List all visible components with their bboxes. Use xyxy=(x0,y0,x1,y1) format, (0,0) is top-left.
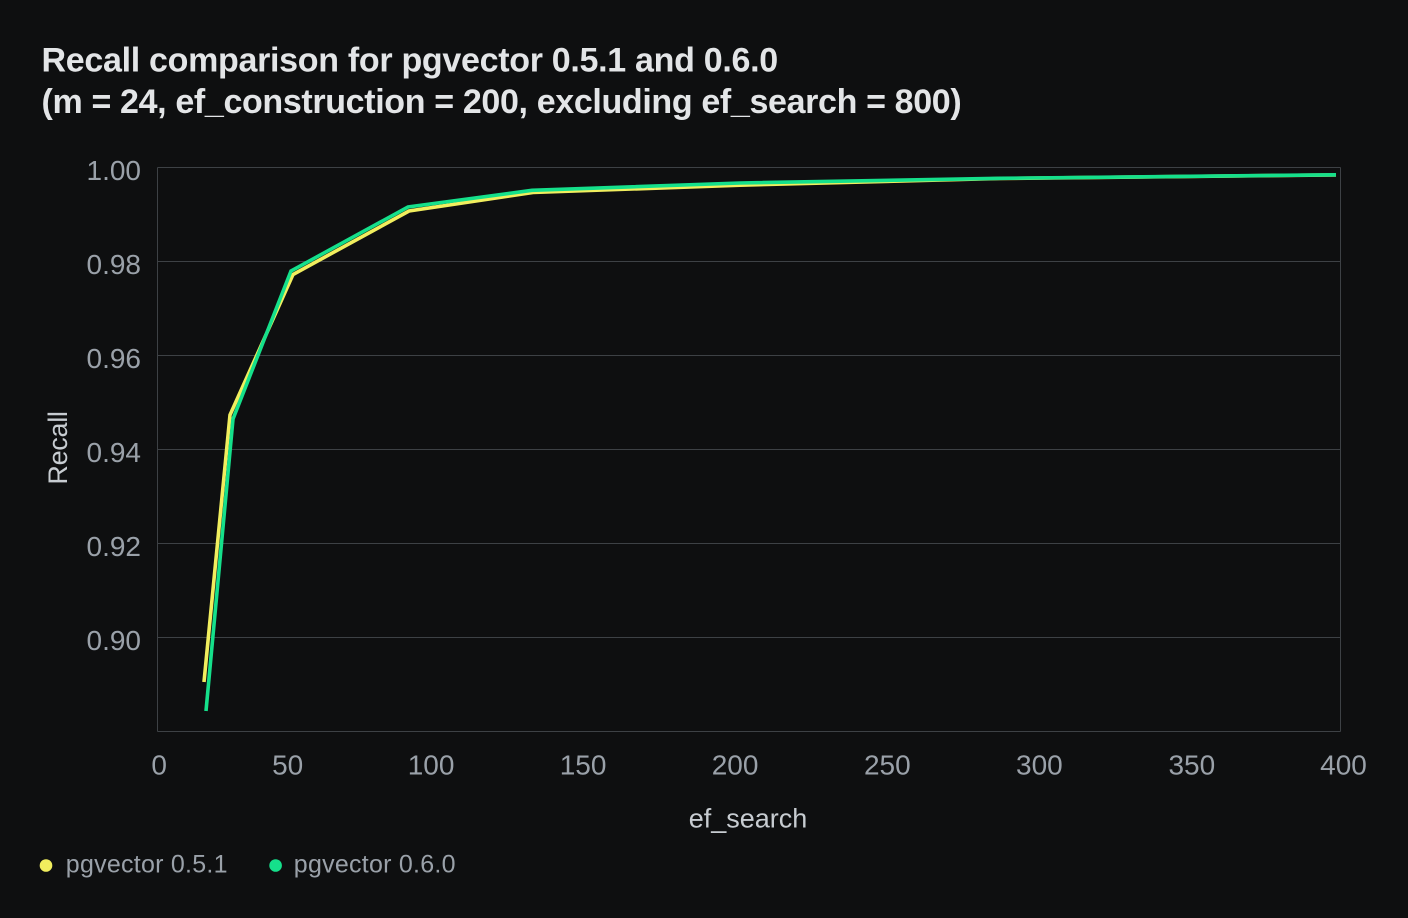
svg-text:0.92: 0.92 xyxy=(87,531,142,562)
svg-text:0: 0 xyxy=(151,750,167,781)
svg-text:100: 100 xyxy=(408,750,455,781)
svg-text:50: 50 xyxy=(272,750,303,781)
svg-text:200: 200 xyxy=(712,750,759,781)
svg-text:Recall comparison for pgvector: Recall comparison for pgvector 0.5.1 and… xyxy=(42,42,778,80)
svg-text:0.90: 0.90 xyxy=(87,625,142,656)
svg-text:400: 400 xyxy=(1320,750,1367,781)
svg-text:(m = 24, ef_construction = 200: (m = 24, ef_construction = 200, excludin… xyxy=(42,83,962,121)
svg-text:pgvector 0.6.0: pgvector 0.6.0 xyxy=(294,851,456,879)
svg-text:0.94: 0.94 xyxy=(87,437,142,468)
svg-text:350: 350 xyxy=(1168,750,1215,781)
svg-text:1.00: 1.00 xyxy=(87,155,142,186)
svg-text:ef_search: ef_search xyxy=(689,804,808,834)
svg-text:250: 250 xyxy=(864,750,911,781)
svg-text:300: 300 xyxy=(1016,750,1063,781)
svg-text:150: 150 xyxy=(560,750,607,781)
svg-text:Recall: Recall xyxy=(43,411,73,484)
svg-text:0.98: 0.98 xyxy=(87,249,142,280)
svg-text:pgvector 0.5.1: pgvector 0.5.1 xyxy=(66,851,228,879)
svg-text:0.96: 0.96 xyxy=(87,343,142,374)
